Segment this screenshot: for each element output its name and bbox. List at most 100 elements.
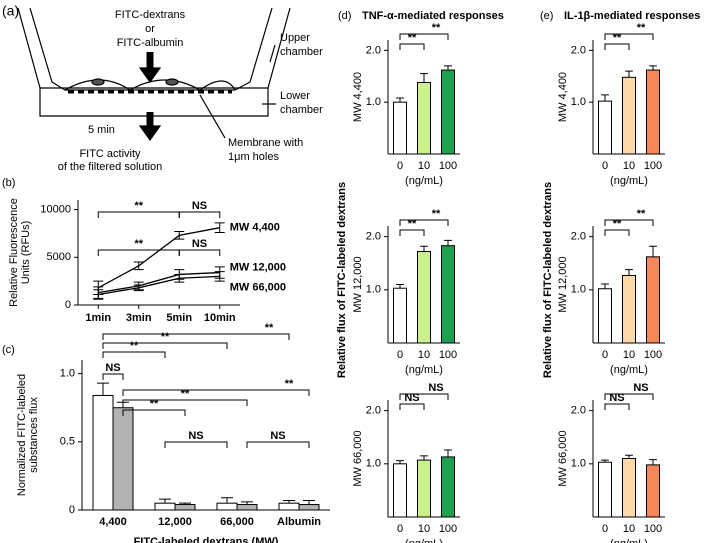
significance-bracket <box>102 333 290 340</box>
significance-bracket <box>399 403 425 410</box>
x-axis-label: (ng/mL) <box>610 175 648 187</box>
error-bar <box>649 459 657 465</box>
x-axis-label: (ng/mL) <box>405 538 443 543</box>
x-tick-label: 66,000 <box>220 516 254 528</box>
significance-bracket <box>399 33 449 40</box>
y-tick-label: 2.0 <box>366 405 381 417</box>
x-axis-label: (ng/mL) <box>610 538 648 543</box>
x-axis-label: FITC-labeled dextrans (MW) <box>134 536 279 543</box>
y-tick-label: 5000 <box>47 251 71 263</box>
x-tick-label: 10 <box>623 160 635 172</box>
y-axis-label: Normalized FITC-labeled <box>16 374 28 496</box>
error-bar <box>625 70 633 78</box>
x-tick-label: 1min <box>85 312 111 324</box>
shared-y-label: Relative flux of FITC-labeled dextrans <box>542 182 554 378</box>
y-tick-label: 2.0 <box>571 44 586 56</box>
pointer <box>199 94 226 139</box>
significance-label: ** <box>432 22 441 34</box>
error-bar <box>420 455 428 461</box>
bar <box>646 464 660 518</box>
bar <box>393 287 407 344</box>
y-tick-label: 1.0 <box>366 458 381 470</box>
significance-label: ** <box>161 331 170 343</box>
y-tick-label: 0.5 <box>60 436 75 448</box>
error-bar <box>444 449 452 457</box>
significance-label: ** <box>408 218 417 230</box>
bar <box>598 100 612 155</box>
x-tick-label: 0 <box>602 523 608 535</box>
series-label: MW 12,000 <box>230 261 286 273</box>
diagram-text: chamber <box>280 104 323 116</box>
error-bar <box>420 245 428 252</box>
error-bar <box>214 222 225 233</box>
error-bar <box>625 454 633 459</box>
significance-label: NS <box>188 430 203 442</box>
diagram-text: Membrane with <box>228 137 303 149</box>
diagram <box>17 7 291 142</box>
error-bar <box>221 497 233 504</box>
error-bar <box>174 231 185 240</box>
error-bar <box>396 284 404 289</box>
bar <box>646 69 660 155</box>
significance-label: ** <box>637 208 646 220</box>
outer-chamber <box>17 7 291 117</box>
y-tick-label: 1.0 <box>366 284 381 296</box>
significance-label: ** <box>181 388 190 400</box>
x-axis-label: (ng/mL) <box>610 364 648 376</box>
arrow-head <box>138 67 162 84</box>
significance-label: ** <box>265 322 274 334</box>
error-bar <box>159 498 171 504</box>
bar <box>236 504 258 511</box>
significance-bracket <box>102 342 228 349</box>
x-tick-label: Albumin <box>277 516 321 528</box>
diagram-text: FITC-albumin <box>117 37 184 49</box>
significance-label: ** <box>613 32 622 44</box>
bar <box>298 504 320 511</box>
line <box>98 275 220 296</box>
x-tick-label: 10 <box>418 523 430 535</box>
diagram-text: Upper <box>280 32 310 44</box>
bar <box>622 274 636 344</box>
error-bar <box>303 499 315 505</box>
error-bar <box>396 97 404 103</box>
significance-label: NS <box>633 382 648 394</box>
x-axis-label: (ng/mL) <box>405 364 443 376</box>
significance-bracket <box>178 249 221 256</box>
significance-bracket <box>604 229 630 236</box>
significance-label: ** <box>432 208 441 220</box>
panel-label: (c) <box>2 344 15 356</box>
y-axis-label: MW 66,000 <box>557 430 569 486</box>
y-axis-label: MW 66,000 <box>352 430 364 486</box>
x-tick-label: 0 <box>397 349 403 361</box>
significance-bracket <box>102 373 124 380</box>
x-tick-label: 10 <box>623 349 635 361</box>
x-tick-label: 10min <box>204 312 236 324</box>
y-axis-label: MW 4,400 <box>352 72 364 122</box>
x-tick-label: 12,000 <box>158 516 192 528</box>
error-bar <box>133 261 144 271</box>
bar <box>598 288 612 344</box>
x-tick-label: 100 <box>439 349 457 361</box>
panel-label: (d) <box>338 10 351 22</box>
line <box>97 227 220 289</box>
significance-label: NS <box>609 392 624 404</box>
x-tick-label: 0 <box>602 160 608 172</box>
x-tick-label: 0 <box>397 160 403 172</box>
bar <box>441 456 455 518</box>
panel-title: IL-1β-mediated responses <box>564 10 700 22</box>
bar <box>417 251 431 344</box>
y-tick-label: 1.0 <box>571 458 586 470</box>
significance-label: ** <box>408 32 417 44</box>
y-axis-label: substances flux <box>28 397 40 473</box>
significance-bracket <box>604 219 654 226</box>
x-tick-label: 10 <box>418 160 430 172</box>
series-label: MW 66,000 <box>230 281 286 293</box>
diagram-text: 5 min <box>88 124 115 136</box>
significance-bracket <box>399 219 449 226</box>
significance-label: NS <box>105 362 120 374</box>
panel-label: (e) <box>540 10 553 22</box>
diagram-text: or <box>145 23 155 35</box>
significance-bracket <box>178 211 221 218</box>
x-tick-label: 100 <box>439 160 457 172</box>
y-axis-label: Relative Fluorescence <box>8 198 20 307</box>
